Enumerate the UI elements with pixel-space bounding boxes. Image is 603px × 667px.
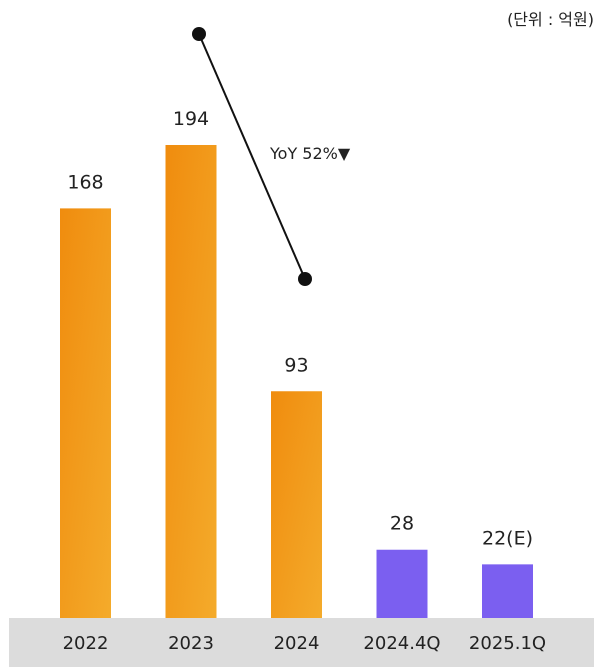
bar-2023 bbox=[165, 145, 217, 618]
trend-end-point bbox=[298, 272, 312, 286]
x-axis-band bbox=[9, 618, 594, 667]
value-label-2024.4Q: 28 bbox=[390, 513, 414, 535]
value-label-2023: 194 bbox=[173, 108, 209, 130]
unit-label: (단위 : 억원) bbox=[507, 10, 594, 29]
bar-2024 bbox=[271, 391, 322, 618]
trend-start-point bbox=[192, 27, 206, 41]
x-tick-2024: 2024 bbox=[274, 633, 320, 654]
x-tick-2025.1Q: 2025.1Q bbox=[469, 633, 546, 654]
bar-2022 bbox=[60, 208, 111, 618]
yoy-annotation: YoY 52%▼ bbox=[269, 144, 351, 163]
value-label-2024: 93 bbox=[284, 354, 308, 376]
x-tick-2024.4Q: 2024.4Q bbox=[363, 633, 440, 654]
yoy-trend-line bbox=[198, 33, 306, 280]
x-tick-2023: 2023 bbox=[168, 633, 214, 654]
value-label-2025.1Q: 22(E) bbox=[482, 527, 533, 549]
x-tick-2022: 2022 bbox=[63, 633, 109, 654]
bar-2025.1Q bbox=[482, 564, 533, 618]
bar-2024.4Q bbox=[376, 549, 428, 618]
value-label-2022: 168 bbox=[67, 171, 103, 193]
